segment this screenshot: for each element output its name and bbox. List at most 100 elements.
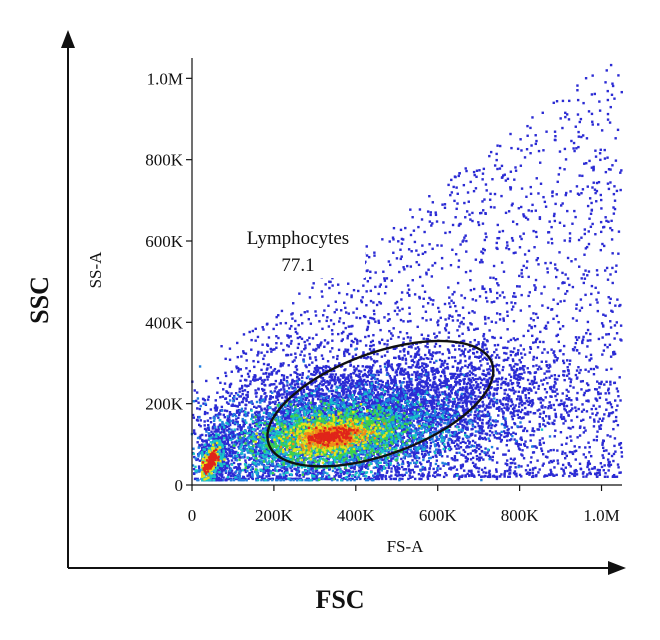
event-point	[275, 335, 278, 338]
event-point	[361, 382, 364, 385]
event-point	[565, 404, 569, 408]
event-point	[416, 382, 419, 385]
event-point	[440, 385, 443, 388]
event-point	[582, 281, 586, 285]
event-point	[609, 463, 613, 467]
event-point	[596, 468, 599, 472]
event-point	[236, 355, 240, 359]
event-point	[271, 401, 275, 404]
event-point	[568, 232, 572, 235]
event-point	[375, 360, 379, 363]
event-point	[409, 319, 412, 323]
event-point	[268, 427, 272, 430]
event-point	[527, 329, 530, 333]
event-point	[443, 450, 447, 453]
event-point	[417, 263, 421, 267]
event-point	[397, 412, 401, 416]
event-point	[263, 392, 266, 395]
event-point	[493, 420, 496, 423]
event-point	[406, 389, 409, 392]
event-point	[542, 423, 545, 426]
event-point	[374, 396, 378, 399]
event-point	[414, 393, 418, 396]
event-point	[564, 419, 567, 423]
event-point	[482, 332, 486, 336]
event-point	[349, 387, 353, 390]
event-point	[296, 376, 299, 379]
event-point	[599, 148, 602, 151]
event-point	[598, 471, 601, 474]
event-point	[595, 200, 598, 203]
event-point	[374, 285, 377, 289]
event-point	[444, 471, 447, 475]
event-point	[374, 477, 377, 481]
event-point	[399, 373, 402, 376]
event-point	[451, 293, 454, 296]
event-point	[306, 385, 309, 389]
event-point	[287, 336, 291, 339]
event-point	[409, 476, 412, 479]
event-point	[396, 313, 399, 316]
event-point	[529, 345, 532, 349]
event-point	[407, 396, 411, 400]
event-point	[400, 298, 403, 301]
event-point	[336, 354, 339, 358]
event-point	[531, 467, 535, 470]
event-point	[438, 331, 441, 334]
event-point	[583, 426, 586, 429]
event-point	[493, 350, 496, 354]
event-point	[269, 383, 273, 386]
event-point	[595, 398, 598, 401]
event-point	[281, 466, 284, 469]
event-point	[380, 446, 383, 450]
event-point	[558, 150, 562, 153]
event-point	[554, 267, 557, 270]
event-point	[555, 473, 558, 477]
event-point	[560, 204, 563, 207]
event-point	[427, 460, 430, 463]
event-point	[491, 419, 495, 422]
event-point	[460, 349, 463, 352]
event-point	[481, 285, 484, 288]
event-point	[364, 395, 368, 398]
event-point	[517, 447, 521, 450]
event-point	[594, 286, 597, 290]
event-point	[532, 358, 535, 361]
event-point	[411, 468, 415, 472]
event-point	[502, 270, 506, 273]
event-point	[250, 441, 253, 444]
event-point	[326, 360, 330, 363]
event-point	[443, 372, 446, 375]
event-point	[553, 212, 556, 216]
event-point	[429, 428, 433, 431]
event-point	[471, 211, 474, 215]
event-point	[514, 362, 517, 366]
event-point	[614, 159, 618, 162]
event-point	[513, 372, 516, 375]
event-point	[511, 417, 515, 421]
event-point	[300, 382, 303, 386]
event-point	[246, 474, 249, 477]
event-point	[574, 336, 578, 339]
event-point	[495, 475, 499, 479]
event-point	[502, 453, 505, 456]
event-point	[493, 364, 496, 368]
event-point	[365, 254, 369, 257]
event-point	[434, 390, 437, 393]
event-point	[422, 297, 425, 300]
event-point	[608, 401, 612, 404]
event-point	[603, 383, 606, 386]
event-point	[418, 297, 421, 300]
event-point	[594, 149, 597, 152]
event-point	[398, 270, 401, 274]
event-point	[616, 463, 620, 466]
event-point	[359, 477, 362, 481]
event-point	[422, 473, 425, 477]
event-point	[418, 372, 421, 376]
event-point	[575, 185, 579, 188]
event-point	[516, 351, 520, 355]
event-point	[390, 459, 393, 463]
event-point	[281, 396, 284, 399]
event-point	[598, 405, 601, 408]
event-point	[275, 342, 278, 345]
